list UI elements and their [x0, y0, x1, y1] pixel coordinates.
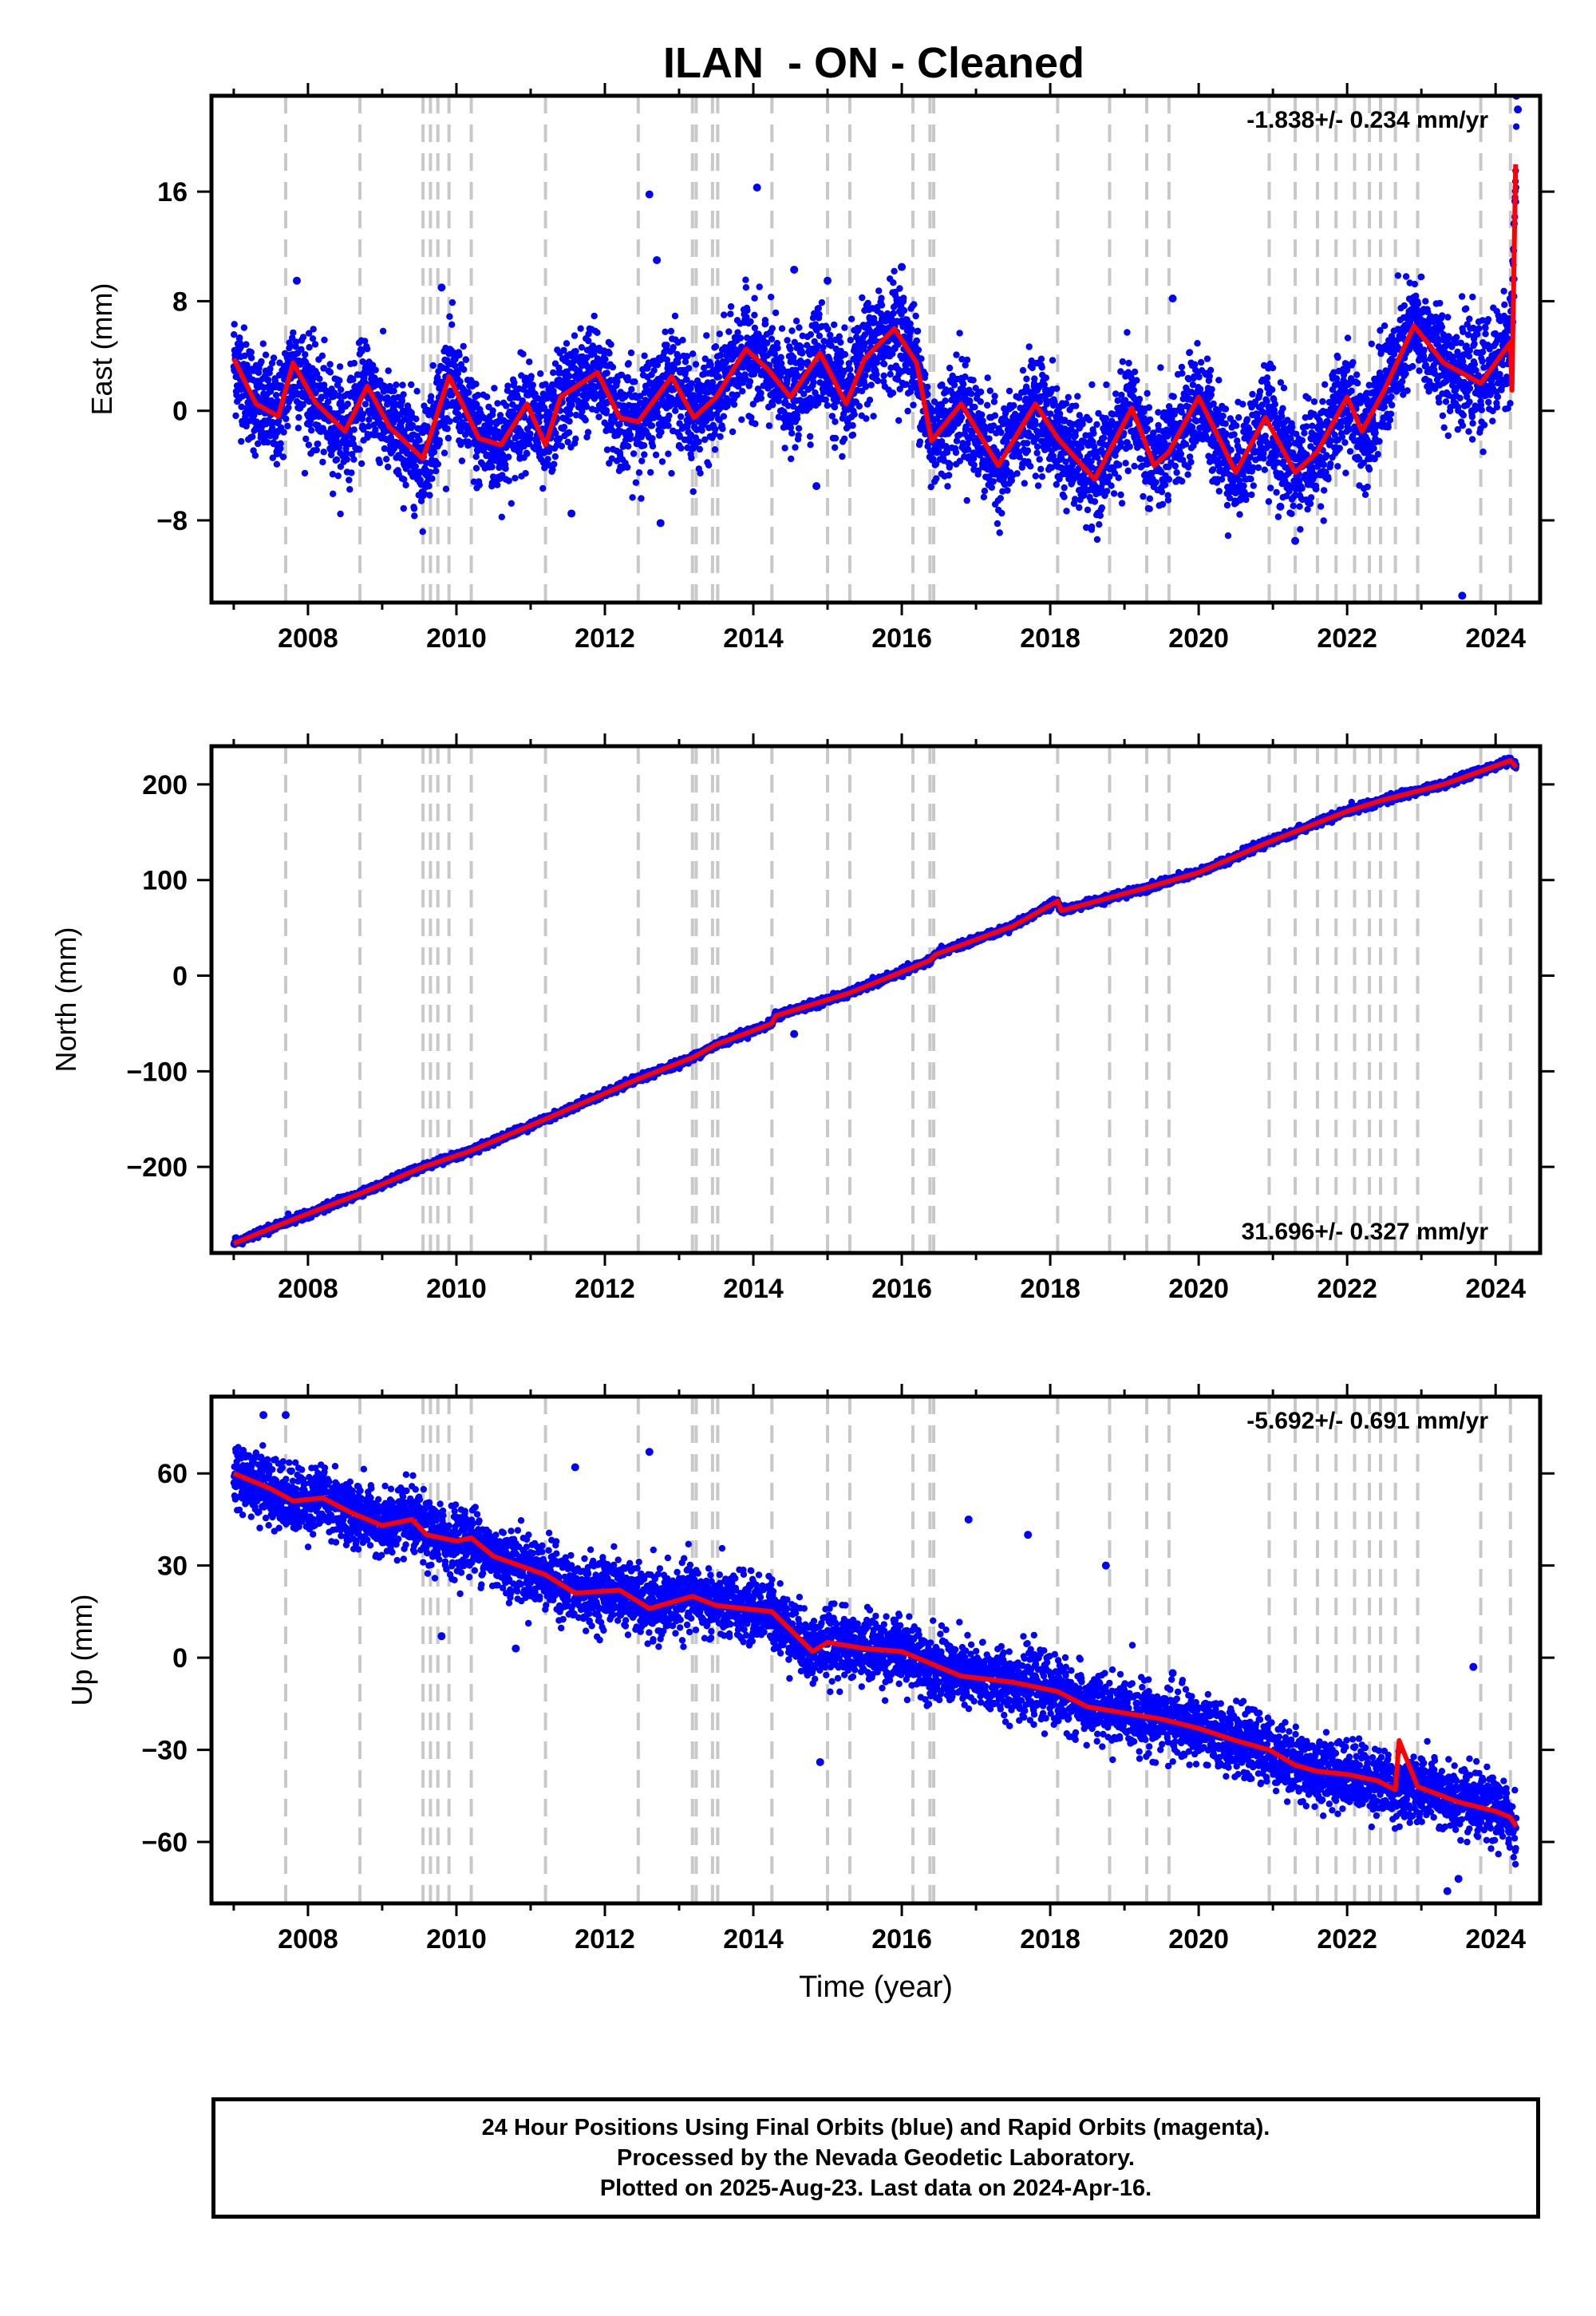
x-tick-label: 2016 — [871, 623, 932, 654]
outlier-point — [653, 255, 662, 264]
panel-up: 2008 2010 2012 2014 2016 2018 2020 2022 2024 60 30… — [65, 1384, 1555, 2004]
x-tick-label: 2018 — [1020, 1924, 1080, 1954]
x-tick-label: 2012 — [575, 623, 635, 654]
outlier-point — [645, 190, 654, 199]
y-tick-label: 0 — [172, 962, 188, 992]
rate-label: -1.838+/- 0.234 mm/yr — [1246, 107, 1488, 133]
outlier-point — [1469, 1662, 1478, 1671]
outlier-point — [567, 509, 576, 518]
outlier-point — [1443, 1887, 1452, 1895]
y-axis-label: East (mm) — [85, 283, 118, 416]
x-tick-label: 2020 — [1168, 1274, 1229, 1304]
y-tick-label: −8 — [156, 506, 188, 536]
rate-label: 31.696+/- 0.327 mm/yr — [1242, 1219, 1489, 1245]
y-tick-label: −100 — [126, 1057, 188, 1087]
x-tick-label: 2020 — [1168, 1924, 1229, 1954]
data-point-cloud — [230, 1441, 1520, 1868]
x-tick-label: 2014 — [723, 1274, 784, 1304]
footer-line-1: 24 Hour Positions Using Final Orbits (bl… — [481, 2115, 1270, 2140]
footer-line-2: Processed by the Nevada Geodetic Laborat… — [617, 2145, 1135, 2171]
x-tick-label: 2010 — [426, 1924, 487, 1954]
outlier-point — [1101, 1561, 1110, 1570]
outlier-point — [1276, 502, 1285, 511]
y-tick-label: 0 — [172, 1643, 188, 1674]
outlier-point — [898, 263, 907, 271]
x-tick-label: 2018 — [1020, 1274, 1080, 1304]
outlier-point — [1168, 294, 1177, 302]
plot-frame — [209, 1394, 1543, 1906]
outlier-point — [812, 482, 821, 491]
x-tick-label: 2012 — [575, 1924, 635, 1954]
x-tick-label: 2008 — [278, 623, 338, 654]
x-tick-label: 2024 — [1465, 1274, 1526, 1304]
y-tick-label: −30 — [141, 1736, 188, 1766]
outlier-point — [790, 265, 799, 274]
outlier-point — [1458, 591, 1467, 600]
x-tick-label: 2020 — [1168, 623, 1229, 654]
x-tick-label: 2008 — [278, 1924, 338, 1954]
y-axis-label: North (mm) — [49, 927, 82, 1073]
y-tick-label: 200 — [142, 770, 188, 800]
footer-box: 24 Hour Positions Using Final Orbits (bl… — [211, 2097, 1540, 2219]
outlier-point — [512, 1644, 520, 1653]
y-tick-label: 16 — [157, 177, 188, 207]
outlier-point — [1291, 536, 1300, 545]
x-tick-label: 2022 — [1317, 1274, 1377, 1304]
x-tick-label: 2012 — [575, 1274, 635, 1304]
data-point-cloud — [230, 754, 1520, 1248]
x-axis-label: Time (year) — [799, 1970, 953, 2004]
y-tick-label: −200 — [126, 1152, 188, 1183]
panel-north: 2008 2010 2012 2014 2016 2018 2020 2022 2024 200 1… — [49, 733, 1555, 1304]
x-tick-label: 2016 — [871, 1924, 932, 1954]
outlier-point — [437, 1632, 446, 1641]
x-tick-label: 2022 — [1317, 623, 1377, 654]
outlier-point — [1168, 1669, 1177, 1678]
y-tick-label: 100 — [142, 866, 188, 896]
y-axis-label: Up (mm) — [65, 1595, 98, 1706]
x-tick-label: 2024 — [1465, 1924, 1526, 1954]
x-tick-label: 2024 — [1465, 623, 1526, 654]
x-tick-label: 2022 — [1317, 1924, 1377, 1954]
x-tick-label: 2014 — [723, 623, 784, 654]
x-tick-label: 2008 — [278, 1274, 338, 1304]
data-point-cloud — [230, 123, 1520, 543]
outlier-point — [790, 1030, 799, 1038]
data-points — [230, 1411, 1520, 1895]
outlier-point — [571, 1463, 579, 1472]
outlier-point — [437, 283, 446, 292]
outlier-point — [1454, 1875, 1463, 1883]
rate-label: -5.692+/- 0.691 mm/yr — [1246, 1408, 1488, 1434]
x-tick-label: 2010 — [426, 1274, 487, 1304]
plot-frame — [209, 93, 1543, 605]
x-tick-label: 2014 — [723, 1924, 784, 1954]
outlier-point — [656, 519, 665, 528]
outlier-point — [964, 1515, 973, 1524]
y-tick-label: 0 — [172, 397, 188, 427]
outlier-point — [824, 276, 832, 285]
model-line — [231, 164, 1519, 482]
outlier-point — [816, 1757, 824, 1766]
panel-east: 2008 2010 2012 2014 2016 2018 2020 2022 2024 16 8 0… — [85, 83, 1555, 654]
plot-frame — [209, 744, 1543, 1255]
footer-line-3: Plotted on 2025-Aug-23. Last data on 202… — [599, 2176, 1152, 2201]
x-tick-label: 2010 — [426, 623, 487, 654]
outlier-point — [292, 276, 301, 285]
model-line — [232, 1471, 1519, 1828]
model-line — [232, 758, 1519, 1246]
y-tick-label: 8 — [172, 287, 188, 317]
y-tick-label: 60 — [157, 1459, 188, 1489]
outlier-point — [259, 1411, 268, 1420]
outlier-point — [753, 183, 761, 192]
x-tick-label: 2016 — [871, 1274, 932, 1304]
outlier-point — [282, 1411, 290, 1420]
y-tick-label: −60 — [141, 1828, 188, 1858]
x-tick-label: 2018 — [1020, 623, 1080, 654]
outlier-point — [645, 1448, 654, 1456]
chart-title: ILAN - ON - Cleaned — [663, 39, 1084, 87]
y-tick-label: 30 — [157, 1551, 188, 1582]
data-points — [230, 754, 1520, 1248]
outlier-point — [1514, 105, 1523, 114]
outlier-point — [1024, 1531, 1033, 1539]
